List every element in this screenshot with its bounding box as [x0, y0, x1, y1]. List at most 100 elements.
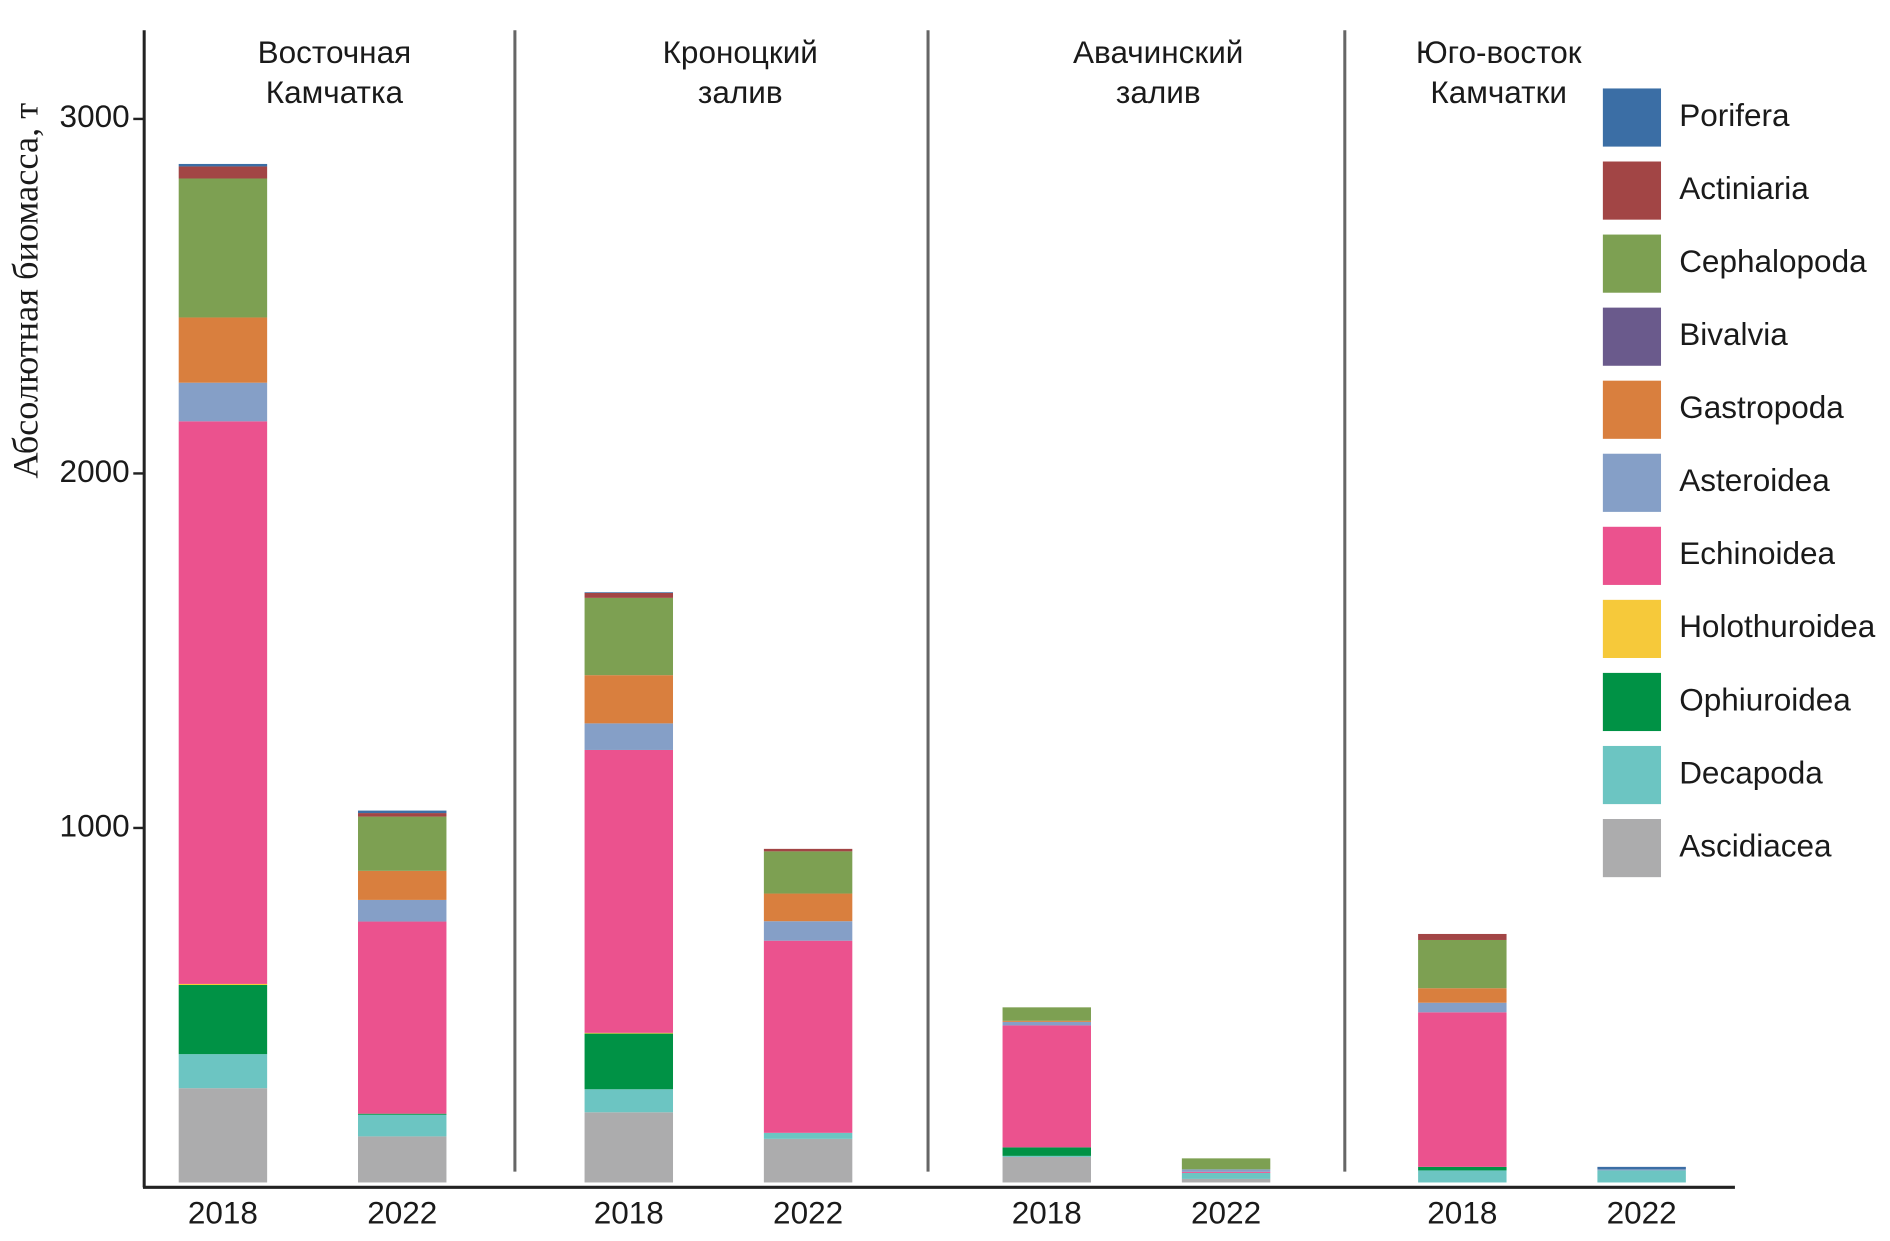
legend-swatch — [1602, 234, 1662, 293]
legend-swatch — [1602, 161, 1662, 220]
legend-label: Ophiuroidea — [1679, 681, 1851, 717]
bar-segment — [584, 1032, 674, 1034]
bar-segment — [584, 723, 674, 750]
bar-segment — [358, 870, 447, 900]
bar-segment — [178, 178, 268, 318]
bar-segment — [178, 1088, 268, 1183]
bar-segment — [584, 675, 674, 724]
bar-segment — [1597, 1170, 1686, 1183]
bar-segment — [584, 592, 674, 598]
legend-swatch — [1602, 380, 1662, 439]
bar-segment — [178, 166, 268, 179]
bar-segment — [358, 1114, 447, 1137]
bar-segment — [584, 1089, 674, 1113]
bar-segment — [584, 1033, 674, 1090]
bar-segment — [1002, 1155, 1091, 1157]
bar-segment — [1181, 1169, 1271, 1172]
bar-segment — [358, 810, 447, 814]
bar-segment — [1181, 1178, 1271, 1183]
bar-segment — [178, 317, 268, 383]
bar-segment — [584, 597, 674, 676]
y-tick-label: 2000 — [60, 453, 130, 489]
legend-label: Porifera — [1679, 97, 1790, 133]
legend-label: Ascidiacea — [1679, 827, 1832, 863]
x-tick-label: 2018 — [594, 1195, 664, 1231]
bar-segment — [763, 921, 853, 941]
bar-segment — [1418, 988, 1507, 1003]
group-label: Камчатка — [266, 74, 404, 110]
bar-segment — [358, 813, 447, 817]
group-label: Авачинский — [1073, 34, 1243, 70]
bar-segment — [1181, 1158, 1271, 1170]
legend-swatch — [1602, 599, 1662, 658]
bar-segment — [358, 1136, 447, 1183]
bar-segment — [1597, 1166, 1686, 1170]
bar-segment — [763, 1132, 853, 1139]
group-label: Камчатки — [1430, 74, 1567, 110]
legend-swatch — [1602, 672, 1662, 732]
bar-segment — [178, 983, 268, 986]
legend-label: Cephalopoda — [1679, 243, 1867, 279]
bar-segment — [763, 893, 853, 922]
group-label: Восточная — [258, 34, 412, 70]
legend-swatch — [1602, 745, 1662, 805]
y-tick-label: 1000 — [60, 807, 130, 843]
bar-segment — [1002, 1021, 1091, 1026]
bar-segment — [358, 816, 447, 871]
bar-segment — [178, 163, 268, 167]
legend-swatch — [1602, 453, 1662, 512]
bar-segment — [1418, 1002, 1507, 1013]
bar-segment — [763, 940, 853, 1133]
x-tick-label: 2022 — [1191, 1195, 1261, 1231]
group-label: залив — [1116, 74, 1201, 110]
legend-label: Gastropoda — [1679, 389, 1844, 425]
bar-segment — [358, 921, 447, 1114]
bar-segment — [1181, 1171, 1271, 1173]
bar-segment — [178, 985, 268, 1055]
x-tick-label: 2022 — [1607, 1195, 1677, 1231]
bar-segment — [358, 1113, 447, 1115]
bar-segment — [1002, 1025, 1091, 1148]
legend-swatch — [1602, 819, 1662, 878]
bar-segment — [584, 1112, 674, 1183]
y-axis-label: Абсолютная биомасса, т — [5, 103, 45, 479]
bar-segment — [1597, 1169, 1686, 1171]
x-tick-label: 2018 — [1012, 1195, 1082, 1231]
y-tick-label: 3000 — [60, 98, 130, 134]
bar-segment — [763, 1138, 853, 1183]
x-tick-label: 2018 — [1427, 1195, 1497, 1231]
bar-segment — [1418, 933, 1507, 940]
bar-segment — [1418, 1012, 1507, 1167]
bar-segment — [1002, 1156, 1091, 1183]
group-label: залив — [698, 74, 783, 110]
bar-segment — [584, 592, 674, 593]
bar-segment — [584, 749, 674, 1033]
x-tick-label: 2018 — [188, 1195, 258, 1231]
bar-segment — [1418, 939, 1507, 989]
x-tick-label: 2022 — [367, 1195, 437, 1231]
bar-segment — [763, 851, 853, 894]
bar-segment — [1002, 1007, 1091, 1021]
group-label: Кроноцкий — [663, 34, 818, 70]
x-tick-label: 2022 — [773, 1195, 843, 1231]
bar-segment — [358, 899, 447, 922]
bar-segment — [1181, 1172, 1271, 1179]
legend-swatch — [1602, 526, 1662, 585]
bar-segment — [1418, 1166, 1507, 1171]
bar-segment — [1002, 1020, 1091, 1022]
bar-segment — [1418, 1170, 1507, 1183]
legend-label: Echinoidea — [1679, 535, 1835, 571]
legend-label: Asteroidea — [1679, 462, 1830, 498]
legend-label: Bivalvia — [1679, 316, 1788, 352]
bar-segment — [1002, 1147, 1091, 1156]
bar-segment — [763, 848, 853, 852]
legend-label: Decapoda — [1679, 754, 1823, 790]
bar-segment — [178, 382, 268, 422]
bar-segment — [178, 1054, 268, 1089]
bar-segment — [178, 421, 268, 984]
legend-label: Actiniaria — [1679, 170, 1809, 206]
legend-swatch — [1602, 88, 1662, 147]
legend-label: Holothuroidea — [1679, 608, 1876, 644]
group-label: Юго-восток — [1416, 34, 1582, 70]
